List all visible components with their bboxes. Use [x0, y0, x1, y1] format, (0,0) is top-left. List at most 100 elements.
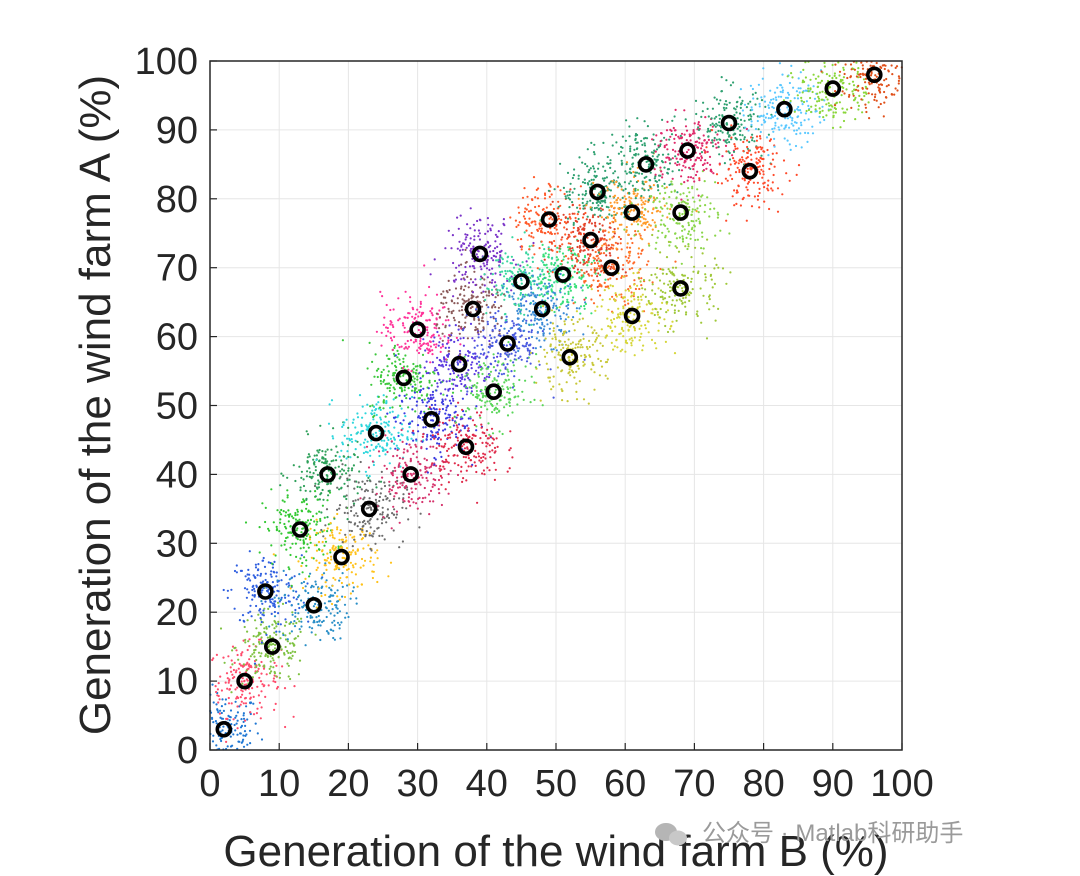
scatter-point	[473, 384, 476, 387]
scatter-point	[282, 510, 285, 513]
scatter-point	[287, 664, 290, 667]
scatter-point	[217, 711, 220, 714]
scatter-point	[339, 637, 342, 640]
scatter-point	[529, 351, 533, 354]
scatter-point	[381, 295, 384, 298]
scatter-point	[583, 224, 586, 227]
scatter-point	[638, 287, 641, 291]
scatter-point	[570, 353, 574, 356]
scatter-point	[409, 339, 413, 342]
scatter-point	[371, 490, 374, 494]
scatter-point	[355, 602, 358, 605]
scatter-point	[613, 194, 617, 197]
scatter-point	[387, 575, 390, 578]
scatter-point	[448, 387, 451, 390]
scatter-point	[550, 248, 553, 251]
scatter-point	[341, 463, 344, 466]
scatter-point	[444, 458, 448, 461]
scatter-point	[567, 249, 570, 252]
scatter-point	[411, 420, 414, 423]
scatter-point	[445, 409, 448, 412]
scatter-point	[325, 585, 328, 588]
scatter-point	[607, 278, 610, 281]
scatter-point	[396, 476, 399, 479]
scatter-point	[233, 723, 236, 727]
scatter-point	[558, 247, 561, 250]
scatter-point	[365, 530, 368, 533]
scatter-point	[520, 245, 523, 248]
scatter-point	[386, 508, 389, 511]
scatter-point	[233, 661, 236, 665]
scatter-point	[640, 199, 643, 202]
scatter-point	[488, 339, 491, 343]
scatter-point	[641, 248, 644, 251]
scatter-point	[628, 252, 631, 255]
scatter-point	[252, 574, 255, 577]
scatter-point	[309, 518, 313, 522]
scatter-point	[381, 513, 384, 516]
scatter-point	[547, 272, 551, 275]
scatter-point	[573, 376, 576, 379]
scatter-point	[395, 382, 398, 385]
scatter-point	[394, 420, 397, 423]
scatter-point	[554, 314, 557, 317]
scatter-point	[389, 447, 392, 450]
scatter-point	[322, 457, 325, 460]
scatter-point	[477, 250, 480, 253]
scatter-point	[246, 588, 249, 591]
scatter-point	[405, 393, 408, 396]
scatter-point	[545, 319, 549, 322]
scatter-point	[512, 266, 516, 269]
scatter-point	[624, 350, 627, 353]
scatter-point	[414, 487, 417, 490]
scatter-point	[418, 526, 421, 529]
scatter-point	[496, 355, 499, 358]
scatter-point	[624, 303, 627, 307]
scatter-point	[470, 355, 473, 359]
scatter-point	[382, 400, 385, 403]
scatter-point	[333, 549, 336, 552]
scatter-point	[535, 322, 539, 325]
scatter-point	[269, 655, 272, 658]
scatter-point	[377, 367, 380, 370]
scatter-point	[620, 276, 623, 279]
scatter-point	[438, 467, 441, 470]
scatter-point	[328, 463, 331, 466]
scatter-point	[431, 349, 434, 352]
scatter-point	[544, 287, 547, 290]
scatter-point	[244, 671, 248, 674]
scatter-point	[428, 406, 431, 409]
scatter-point	[624, 289, 627, 292]
scatter-point	[317, 624, 320, 627]
scatter-point	[283, 624, 287, 627]
scatter-point	[251, 653, 254, 656]
scatter-point	[569, 285, 573, 288]
scatter-point	[470, 390, 473, 393]
scatter-point	[527, 337, 531, 340]
scatter-point	[565, 305, 568, 308]
scatter-point	[542, 253, 545, 256]
scatter-point	[606, 189, 609, 192]
scatter-point	[553, 356, 556, 359]
scatter-point	[325, 462, 328, 465]
scatter-point	[349, 553, 352, 556]
scatter-point	[624, 170, 627, 173]
scatter-point	[628, 246, 632, 249]
scatter-point	[530, 329, 534, 332]
scatter-point	[597, 257, 600, 260]
scatter-point	[590, 288, 593, 291]
scatter-point	[614, 325, 617, 328]
scatter-point	[566, 298, 569, 301]
scatter-point	[286, 494, 289, 497]
scatter-point	[549, 232, 552, 235]
scatter-point	[335, 445, 338, 448]
scatter-point	[595, 201, 599, 204]
scatter-point	[599, 273, 602, 277]
scatter-point	[260, 641, 263, 644]
scatter-point	[383, 379, 386, 382]
scatter-point	[572, 267, 575, 270]
scatter-point	[251, 594, 254, 597]
scatter-point	[325, 568, 328, 572]
scatter-point	[354, 499, 357, 502]
scatter-point	[567, 257, 570, 260]
